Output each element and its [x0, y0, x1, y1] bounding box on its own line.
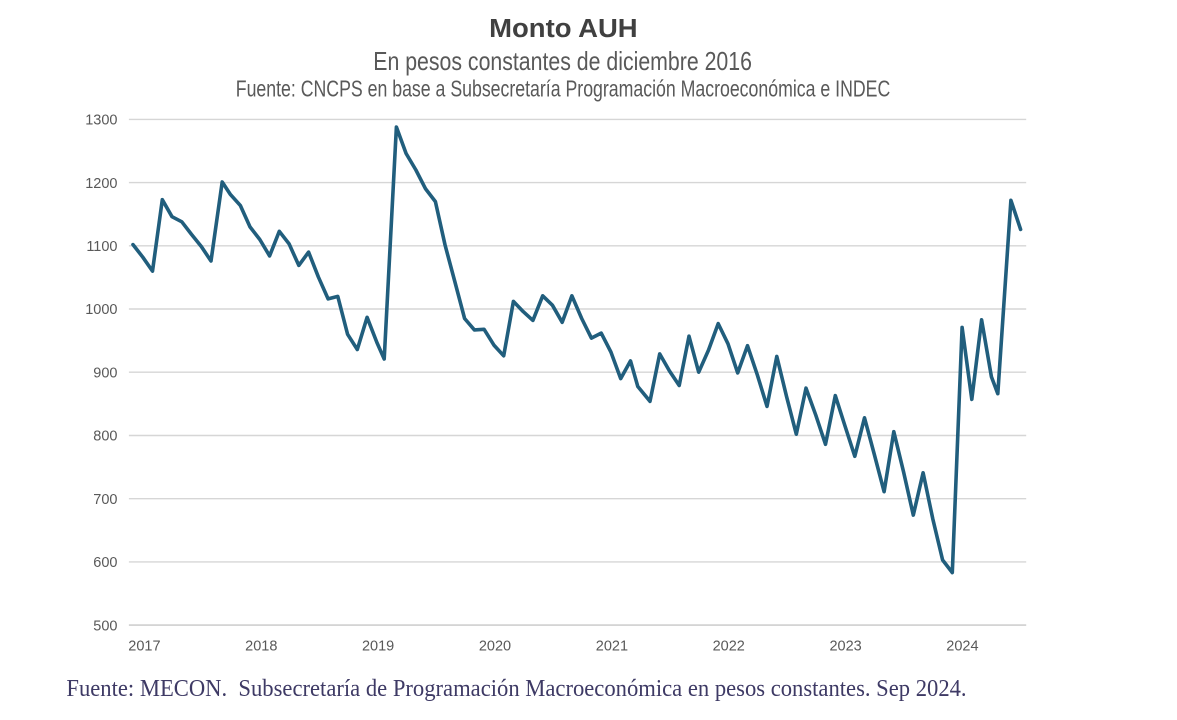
svg-text:2021: 2021: [596, 638, 628, 654]
svg-text:En pesos constantes de diciemb: En pesos constantes de diciembre 2016: [373, 46, 752, 76]
svg-text:500: 500: [93, 618, 117, 634]
svg-text:Monto AUH: Monto AUH: [489, 13, 638, 43]
svg-text:2023: 2023: [829, 638, 861, 654]
svg-text:1000: 1000: [85, 302, 117, 318]
svg-text:1300: 1300: [85, 113, 117, 129]
svg-text:800: 800: [93, 429, 117, 445]
svg-text:2020: 2020: [479, 638, 511, 654]
svg-text:2022: 2022: [713, 638, 745, 654]
svg-text:2018: 2018: [245, 638, 277, 654]
svg-text:600: 600: [93, 555, 117, 571]
svg-text:Fuente: MECON. Subsecretaría: Fuente: MECON. Subsecretaría de Programa…: [66, 676, 966, 702]
svg-text:1200: 1200: [85, 176, 117, 192]
svg-text:2017: 2017: [128, 638, 160, 654]
svg-text:2024: 2024: [946, 638, 978, 654]
svg-text:900: 900: [93, 365, 117, 381]
svg-text:2019: 2019: [362, 638, 394, 654]
svg-text:700: 700: [93, 492, 117, 508]
svg-text:1100: 1100: [86, 239, 117, 255]
svg-text:Fuente: CNCPS en base a Subsec: Fuente: CNCPS en base a Subsecretaría Pr…: [236, 76, 891, 102]
